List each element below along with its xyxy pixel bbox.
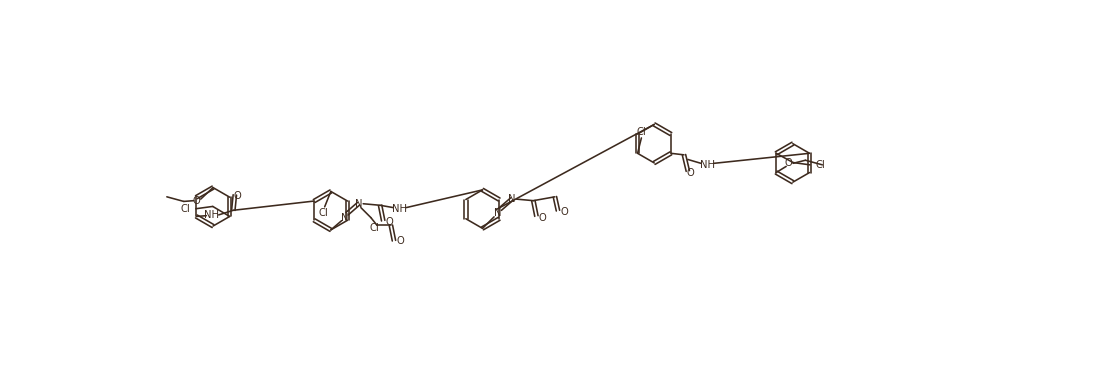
Text: N: N <box>354 199 362 209</box>
Text: O: O <box>385 217 393 227</box>
Text: NH: NH <box>392 204 407 214</box>
Text: O: O <box>784 158 792 168</box>
Text: N: N <box>494 208 501 218</box>
Text: O: O <box>396 236 404 246</box>
Text: Cl: Cl <box>636 127 646 137</box>
Text: O: O <box>234 191 241 202</box>
Text: O: O <box>192 196 200 206</box>
Text: Cl: Cl <box>318 208 328 218</box>
Text: N: N <box>508 194 516 204</box>
Text: Cl: Cl <box>180 204 190 214</box>
Text: NH: NH <box>204 210 219 220</box>
Text: NH: NH <box>700 160 714 170</box>
Text: Cl: Cl <box>370 223 380 233</box>
Text: O: O <box>561 207 568 217</box>
Text: N: N <box>341 212 349 223</box>
Text: O: O <box>539 212 546 223</box>
Text: O: O <box>687 168 694 177</box>
Text: Cl: Cl <box>816 160 826 170</box>
